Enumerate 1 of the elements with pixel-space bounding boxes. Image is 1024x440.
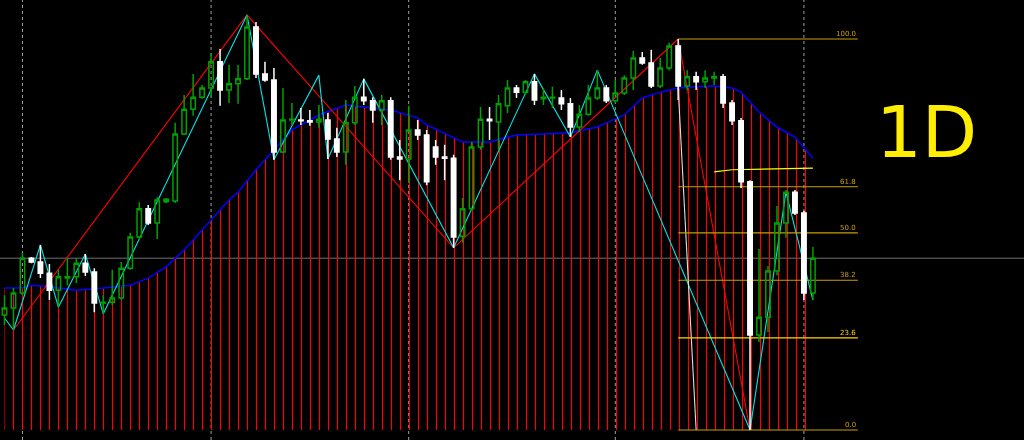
annotation: 1D <box>876 90 978 174</box>
